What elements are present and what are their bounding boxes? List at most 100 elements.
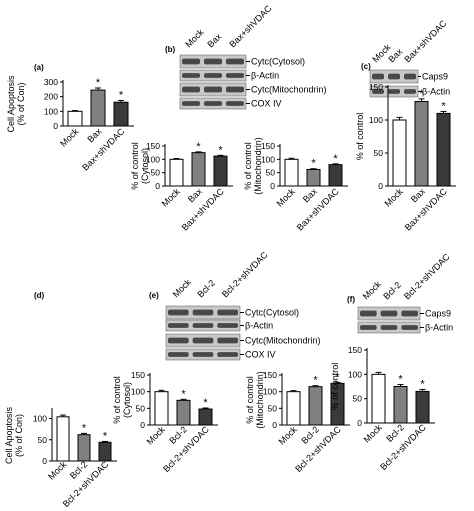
blot-band	[182, 58, 200, 65]
blot-band	[217, 323, 238, 328]
y-tick-label: 100	[348, 369, 362, 379]
y-tick-label: 150	[146, 141, 160, 151]
y-tick-label: 0	[378, 181, 383, 191]
category-label: Mock	[58, 126, 81, 149]
y-axis-label: (Mitochondrin)	[253, 137, 263, 195]
y-tick-label: 100	[263, 387, 277, 397]
y-axis-label: (% of Con)	[16, 82, 26, 125]
bar	[286, 391, 301, 426]
y-axis-label: % of control	[243, 142, 253, 190]
y-tick-label: 100	[261, 154, 275, 164]
y-tick-label: 0	[272, 420, 277, 430]
blot-row-label: Caps9	[422, 72, 448, 82]
blot-lane-label: Bcl-2	[381, 280, 403, 302]
y-tick-label: 0	[53, 121, 58, 131]
y-axis-label: (% of Con)	[14, 414, 24, 457]
blot-lane-label: Bax+shVDAC	[402, 18, 449, 65]
bar	[284, 158, 299, 187]
bar	[169, 158, 184, 187]
category-label: Bax	[409, 186, 427, 204]
blot-b: Mock Bax Bax+shVDAC Cytc(Cytosol) β-Actin Cyt…	[179, 3, 327, 110]
category-label: Mock	[277, 424, 300, 447]
panel-letter-e: (e)	[149, 291, 159, 300]
blot-band	[168, 352, 189, 357]
y-tick-label: 50	[151, 168, 161, 178]
blot-band	[380, 310, 398, 317]
blot-band	[226, 101, 244, 106]
panel-letter-a: (a)	[34, 63, 44, 72]
y-tick-label: 100	[369, 115, 383, 125]
y-tick-label: 50	[136, 403, 146, 413]
panel-letters: (a) (b) (c) (d) (e) (f)	[34, 45, 371, 304]
blot-band	[192, 337, 214, 344]
category-label: Mock	[46, 459, 69, 482]
panel-letter-c: (c)	[361, 62, 371, 71]
y-tick-label: 0	[42, 456, 47, 466]
y-tick-label: 50	[268, 403, 278, 413]
significance-star: *	[96, 77, 101, 89]
blot-row-label: COX IV	[245, 350, 276, 360]
y-tick-label: 200	[44, 92, 58, 102]
blot-row-label: Cytc(Mitochondrin)	[245, 336, 321, 346]
bar	[393, 386, 408, 424]
category-label: Mock	[362, 422, 385, 445]
blot-band	[168, 309, 189, 316]
significance-star: *	[333, 153, 338, 165]
blot-band	[404, 89, 416, 94]
panel-letter-b: (b)	[165, 45, 176, 54]
category-label: Bax	[85, 126, 103, 144]
significance-star: *	[82, 422, 87, 434]
y-axis-label: Cell Apoptosis	[6, 75, 16, 133]
significance-star: *	[441, 100, 446, 112]
y-axis-label: (Cytosol)	[122, 382, 132, 418]
blot-row-label: β-Actin	[422, 87, 450, 97]
significance-star: *	[218, 144, 223, 156]
blot-band	[182, 86, 200, 93]
blot-lane-label: Bcl-2	[195, 278, 217, 300]
blot-band	[372, 89, 384, 94]
blot-band	[380, 325, 398, 330]
significance-star: *	[398, 374, 403, 386]
y-tick-label: 150	[263, 370, 277, 380]
blot-band	[404, 73, 416, 80]
bar	[191, 152, 206, 187]
blot-band	[401, 325, 418, 330]
bar	[67, 110, 83, 127]
blot-band	[217, 352, 238, 357]
blot-row-label: β-Actin	[425, 323, 453, 333]
blot-band	[217, 309, 238, 316]
y-axis-label: % of control	[245, 376, 255, 424]
blot-lane-label: Bcl-2+shVDAC	[220, 249, 270, 299]
blot-row-label: COX IV	[251, 99, 282, 109]
blot-band	[204, 58, 222, 65]
y-axis-label: % of control	[112, 376, 122, 424]
blot-band	[204, 73, 222, 78]
blot-lane-label: Bax+shVDAC	[227, 3, 274, 50]
panel-letter-f: (f)	[347, 295, 355, 304]
y-axis-label: % of control	[355, 113, 365, 161]
bar	[392, 119, 407, 187]
significance-star: *	[103, 430, 108, 442]
y-axis-label: Cell Apoptosis	[4, 406, 14, 464]
bar	[154, 391, 169, 426]
blot-band	[182, 101, 200, 106]
bar	[306, 168, 321, 187]
blot-row-label: β-Actin	[251, 71, 279, 81]
chart-a: 0 100 200 300 Cell Apoptosis (% of Con) Mock * B…	[6, 75, 134, 173]
blot-band	[168, 323, 189, 328]
significance-star: *	[313, 375, 318, 387]
significance-star: *	[335, 371, 340, 383]
y-tick-label: 50	[38, 435, 48, 445]
category-label: Mock	[275, 186, 298, 209]
significance-star: *	[181, 388, 186, 400]
y-tick-label: 0	[155, 181, 160, 191]
significance-star: *	[420, 378, 425, 390]
bar	[371, 373, 386, 424]
y-axis-label: % of control	[130, 142, 140, 190]
